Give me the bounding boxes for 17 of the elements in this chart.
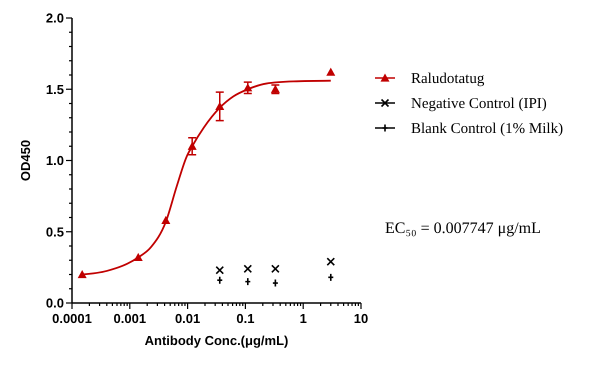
x-tick-label: 1 xyxy=(300,311,307,326)
legend-label: Blank Control (1% Milk) xyxy=(411,121,564,137)
legend-label: Negative Control (IPI) xyxy=(411,96,547,112)
y-axis-title: OD450 xyxy=(18,140,33,182)
x-tick-label: 10 xyxy=(354,311,368,326)
x-tick-label: 0.0001 xyxy=(52,311,92,326)
y-tick-label: 1.0 xyxy=(46,153,64,168)
x-tick-label: 0.01 xyxy=(174,311,200,326)
text: EC₅₀ = 0.007747 μg/mL xyxy=(385,220,541,237)
y-tick-label: 0.0 xyxy=(46,296,64,310)
legend-label: Raludotatug xyxy=(411,71,485,87)
x-tick-label: 0.001 xyxy=(114,311,146,326)
x-axis-title: Antibody Conc.(μg/mL) xyxy=(144,333,288,348)
y-tick-label: 0.5 xyxy=(46,224,64,240)
y-tick-label: 2.0 xyxy=(46,10,64,26)
y-tick-label: 1.5 xyxy=(46,82,64,97)
x-tick-label: 0.1 xyxy=(236,311,254,326)
